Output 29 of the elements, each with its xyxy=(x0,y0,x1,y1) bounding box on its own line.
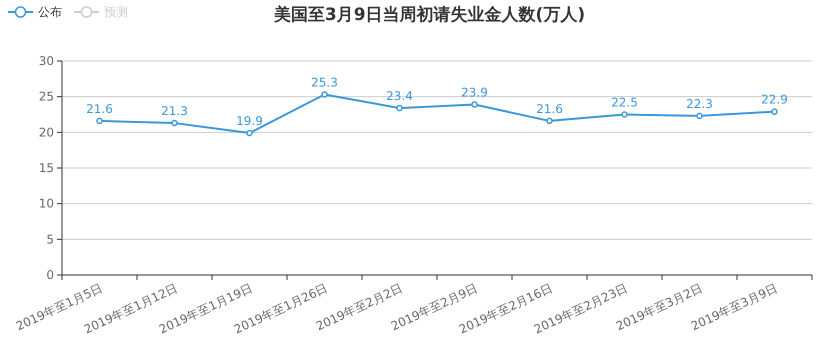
data-label: 23.9 xyxy=(461,86,488,100)
data-label: 22.9 xyxy=(761,92,788,107)
data-label: 21.6 xyxy=(86,102,113,116)
y-tick-label: 0 xyxy=(46,268,54,282)
y-tick-label: 15 xyxy=(38,161,54,175)
point xyxy=(171,120,178,126)
data-label: 21.3 xyxy=(161,104,188,118)
point xyxy=(471,101,478,108)
data-label: 22.3 xyxy=(686,96,713,111)
point xyxy=(546,118,553,124)
data-label: 21.6 xyxy=(536,102,563,116)
point xyxy=(246,130,253,136)
data-label: 22.5 xyxy=(611,96,638,110)
chart-title: 美国至3月9日当周初请失业金人数(万人) xyxy=(272,5,586,25)
y-tick-label: 5 xyxy=(46,232,54,246)
legend-label: 公布 xyxy=(38,5,62,19)
point xyxy=(771,108,778,115)
y-tick-label: 30 xyxy=(38,54,54,68)
data-label: 23.4 xyxy=(386,89,413,104)
y-tick-label: 25 xyxy=(38,90,54,104)
data-label: 25.3 xyxy=(311,76,338,90)
point xyxy=(396,104,403,112)
y-tick-label: 10 xyxy=(38,196,54,211)
point xyxy=(696,112,703,120)
point xyxy=(96,118,103,124)
point xyxy=(321,91,328,98)
point xyxy=(621,111,628,118)
y-tick-label: 20 xyxy=(38,125,54,140)
data-label: 19.9 xyxy=(236,114,263,128)
